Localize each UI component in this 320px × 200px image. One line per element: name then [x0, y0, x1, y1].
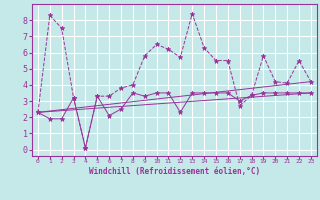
X-axis label: Windchill (Refroidissement éolien,°C): Windchill (Refroidissement éolien,°C) — [89, 167, 260, 176]
